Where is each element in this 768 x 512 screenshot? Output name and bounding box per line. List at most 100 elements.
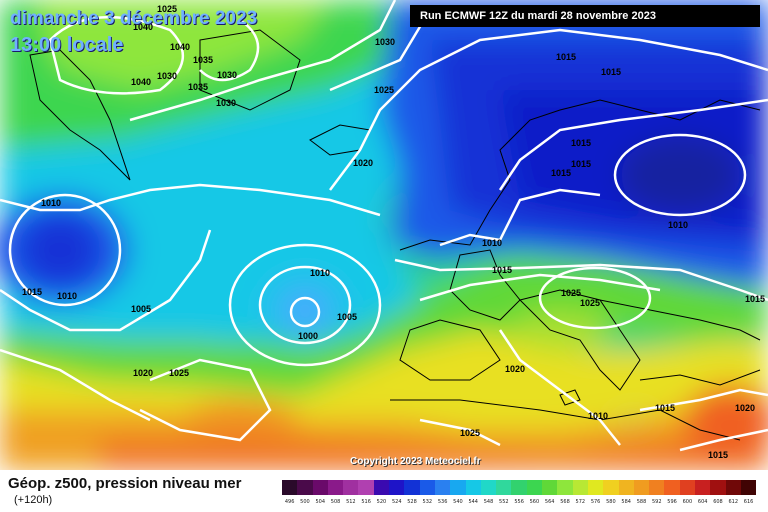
color-scale-swatch (312, 480, 328, 495)
isobar-label: 1025 (580, 298, 600, 308)
legend-title: Géop. z500, pression niveau mer (8, 475, 242, 492)
isobar-label: 1020 (353, 158, 373, 168)
isobar-label: 1005 (131, 304, 151, 314)
isobar-label: 1030 (157, 71, 177, 81)
color-scale-swatch (373, 480, 390, 495)
color-scale-value: 564 (544, 499, 555, 505)
color-scale-value: 496 (284, 499, 295, 505)
color-scale-swatch (434, 480, 451, 495)
isobar-label: 1010 (668, 220, 688, 230)
isobar-label: 1035 (193, 55, 213, 65)
color-scale-swatch (327, 480, 344, 495)
color-scale-swatch (572, 480, 588, 495)
isobar-label: 1015 (22, 287, 42, 297)
color-scale-swatch (480, 480, 497, 495)
color-scale-value: 596 (667, 499, 677, 505)
color-scale-swatch (496, 480, 512, 495)
color-scale-swatch (542, 480, 558, 495)
isobar-label: 1025 (374, 85, 394, 95)
color-scale-swatch (511, 480, 527, 495)
color-scale-swatch (633, 480, 650, 495)
color-scale-value: 516 (361, 499, 371, 505)
color-scale-value: 604 (697, 499, 708, 505)
color-scale-value: 572 (575, 499, 586, 505)
color-scale-swatch (465, 480, 481, 495)
color-scale-swatch (282, 480, 298, 495)
color-scale-swatch (603, 480, 619, 495)
color-scale-value: 616 (743, 499, 754, 505)
color-scale-value: 508 (330, 499, 341, 505)
color-scale-swatch (618, 480, 634, 495)
color-scale-swatch (389, 480, 405, 495)
color-scale-value: 524 (391, 499, 402, 505)
color-scale-swatch (404, 480, 420, 495)
isobar-label: 1020 (735, 403, 755, 413)
color-scale-value: 560 (529, 499, 540, 505)
color-scale-swatch (358, 480, 374, 495)
forecast-lead-time: (+120h) (14, 494, 53, 506)
color-scale-value: 520 (376, 499, 387, 505)
forecast-date-title: dimanche 3 décembre 2023 (10, 8, 258, 29)
color-scale-value: 580 (606, 499, 616, 505)
color-scale-value: 568 (560, 499, 570, 505)
color-scale-swatch (649, 480, 665, 495)
color-scale-swatch (664, 480, 680, 495)
color-scale-value: 588 (636, 499, 647, 505)
color-scale-value: 608 (713, 499, 723, 505)
color-scale-value: 556 (514, 499, 524, 505)
isobar-label: 1015 (708, 450, 728, 460)
isobar-label: 1015 (571, 138, 591, 148)
pressure-geopotential-map: 1025104010401035103010401030103510301030… (0, 0, 768, 470)
isobar-label: 1010 (310, 268, 330, 278)
color-scale-swatch (725, 480, 741, 495)
isobar-label: 1010 (588, 411, 608, 421)
isobar-label: 1015 (601, 67, 621, 77)
isobar-label: 1030 (216, 98, 236, 108)
isobar-label: 1015 (571, 159, 591, 169)
color-scale-value: 532 (422, 499, 433, 505)
color-scale-value: 576 (590, 499, 601, 505)
isobar-label: 1015 (745, 294, 765, 304)
isobar-label: 1025 (561, 288, 581, 298)
isobar-label: 1025 (157, 4, 177, 14)
color-scale-swatch (587, 480, 604, 495)
isobar-label: 1015 (492, 265, 512, 275)
isobar-label: 1035 (188, 82, 208, 92)
color-scale-swatch (557, 480, 573, 495)
color-scale-swatch (343, 480, 359, 495)
color-scale (282, 480, 757, 495)
isobar-label: 1020 (133, 368, 153, 378)
color-scale-swatch (710, 480, 726, 495)
isobar-label: 1040 (170, 42, 190, 52)
color-scale-value: 512 (346, 499, 356, 505)
color-scale-value: 552 (499, 499, 509, 505)
isobar-label: 1015 (556, 52, 576, 62)
isobar-label: 1015 (655, 403, 675, 413)
color-scale-labels: 496 500 504 508 512 516 520 524 528 532 536 540 544 5… (282, 499, 756, 505)
color-scale-value: 584 (621, 499, 631, 505)
isobar-label: 1010 (57, 291, 77, 301)
isobar-label: 1015 (551, 168, 571, 178)
legend-footer: Géop. z500, pression niveau mer (+120h) … (0, 470, 768, 512)
color-scale-value: 600 (682, 499, 693, 505)
isobar-label: 1030 (217, 70, 237, 80)
color-scale-swatch (450, 480, 466, 495)
color-scale-value: 504 (315, 499, 326, 505)
color-scale-swatch (297, 480, 313, 495)
isobar-labels: 1025104010401035103010401030103510301030… (22, 4, 765, 460)
color-scale-value: 528 (407, 499, 417, 505)
color-scale-value: 540 (453, 499, 463, 505)
isobar-label: 1020 (505, 364, 525, 374)
color-scale-swatch (526, 480, 543, 495)
color-scale-value: 548 (483, 499, 494, 505)
color-scale-swatch (679, 480, 696, 495)
color-scale-swatch (419, 480, 435, 495)
isobar-label: 1005 (337, 312, 357, 322)
isobar-label: 1010 (482, 238, 502, 248)
copyright-text: Copyright 2023 Meteociel.fr (350, 456, 481, 467)
color-scale-value: 500 (300, 499, 310, 505)
geopotential-color-field (0, 0, 768, 470)
color-scale-value: 612 (728, 499, 739, 505)
isobar-lines (0, 0, 768, 450)
